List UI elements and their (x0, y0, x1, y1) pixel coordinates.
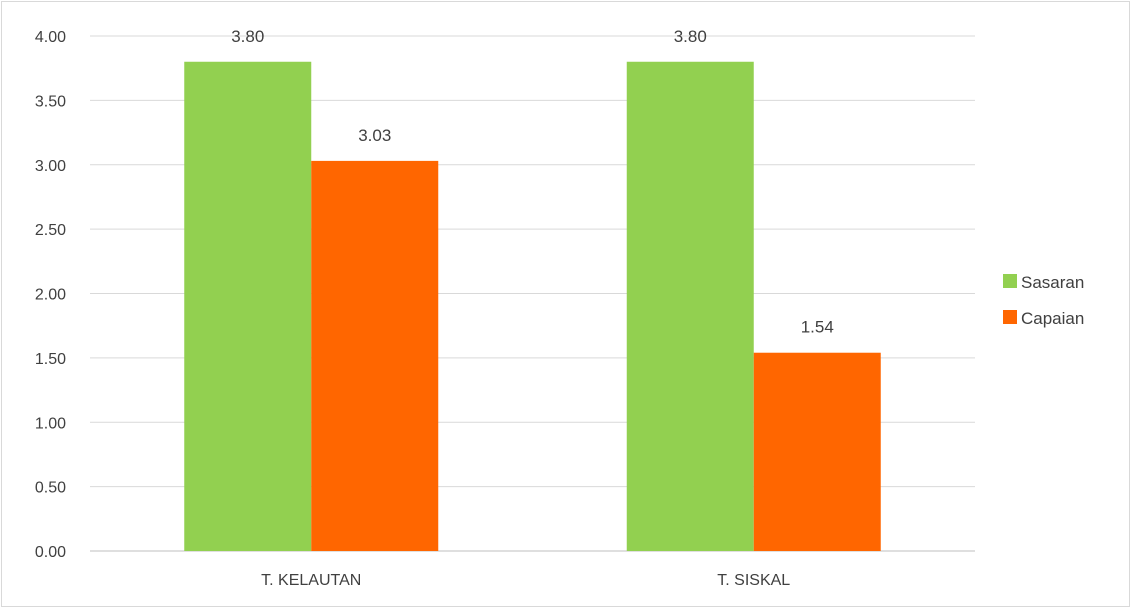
y-tick-label: 2.00 (35, 287, 66, 304)
x-tick-label: T. KELAUTAN (261, 572, 361, 589)
data-label: 3.80 (231, 27, 264, 46)
y-tick-label: 3.50 (35, 93, 66, 110)
y-tick-label: 1.00 (35, 415, 66, 432)
legend-swatch-capaian (1003, 310, 1017, 324)
data-label: 3.80 (674, 27, 707, 46)
legend-swatch-sasaran (1003, 274, 1017, 288)
bar-sasaran-0 (184, 61, 312, 551)
data-label: 1.54 (801, 318, 834, 337)
legend-label-sasaran: Sasaran (1021, 273, 1084, 292)
data-label: 3.03 (358, 126, 391, 145)
bar-capaian-1 (753, 352, 881, 551)
y-tick-label: 1.50 (35, 351, 66, 368)
y-tick-label: 0.50 (35, 480, 66, 497)
bar-capaian-0 (311, 160, 439, 551)
y-tick-label: 3.00 (35, 158, 66, 175)
y-tick-label: 0.00 (35, 544, 66, 561)
x-tick-label: T. SISKAL (717, 572, 790, 589)
legend-label-capaian: Capaian (1021, 309, 1084, 328)
y-tick-label: 2.50 (35, 222, 66, 239)
y-tick-label: 4.00 (35, 29, 66, 46)
bar-sasaran-1 (626, 61, 754, 551)
